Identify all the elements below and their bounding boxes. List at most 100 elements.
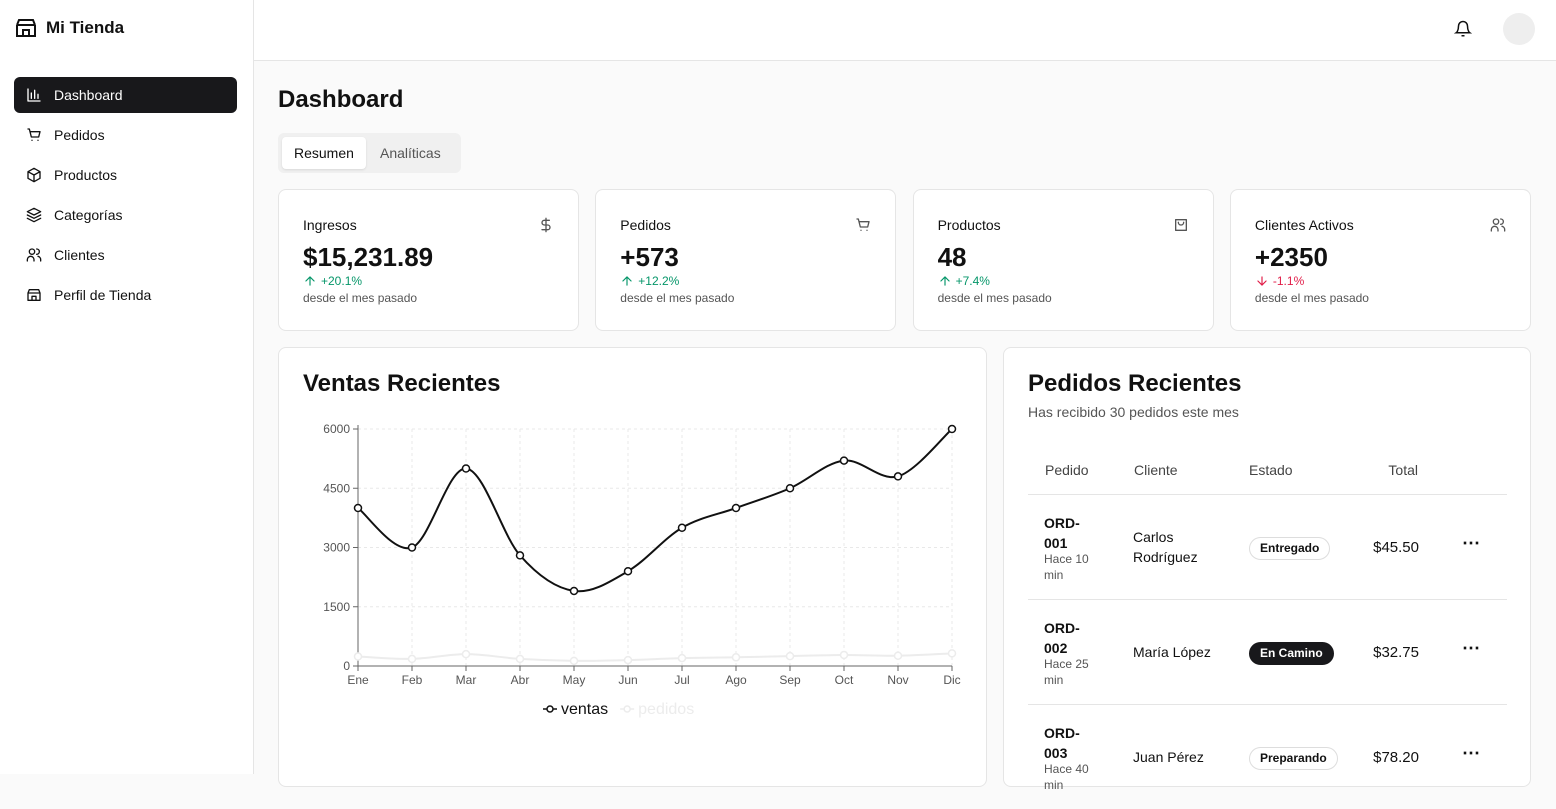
order-row: ORD-002 Hace 25 min María López En Camino $3… [1028, 599, 1507, 704]
brand-name: Mi Tienda [46, 18, 125, 37]
point [731, 503, 741, 513]
order-total: $32.75 [1373, 644, 1419, 661]
stat-card: Pedidos +573 +12.2% desde el mes pasado [595, 189, 897, 331]
orders-title: Pedidos Recientes [1028, 370, 1242, 397]
y-tick-label: 3000 [323, 541, 350, 555]
legend-label: pedidos [638, 701, 694, 718]
x-tick-label: Nov [887, 673, 908, 687]
order-row: ORD-001 Hace 10 min Carlos Rodríguez Entreg… [1028, 494, 1507, 599]
point [461, 464, 471, 473]
tab[interactable]: Analíticas [380, 145, 441, 161]
icon [856, 218, 870, 231]
stat-change: -1.1% [1255, 274, 1304, 288]
stat-card: Productos 48 +7.4% desde el mes pasado [912, 189, 1214, 331]
sales-title: Ventas Recientes [303, 370, 501, 397]
page: Mi Tienda Dashboard Pedidos Productos Categ… [0, 0, 1556, 792]
order-id: ORD-001 [1044, 515, 1080, 551]
line [357, 428, 953, 593]
y-tick-label: 6000 [323, 422, 350, 436]
nav-label: Perfil de Tienda [54, 287, 152, 303]
row-actions[interactable]: ⋯ [1462, 533, 1480, 553]
icon [27, 167, 41, 183]
tabs: Resumen Analíticas [278, 133, 461, 173]
x-tick-label: May [563, 673, 586, 687]
icon [27, 289, 41, 301]
order-time: Hace 10 min [1044, 552, 1089, 582]
nav-label: Productos [54, 167, 118, 183]
column-header: Total [1388, 462, 1418, 478]
stat-change-text: -1.1% [1272, 274, 1305, 288]
stat-value: 48 [937, 242, 967, 272]
point [947, 649, 957, 658]
order-total: $45.50 [1373, 539, 1419, 556]
x-tick-label: Mar [456, 673, 477, 687]
stat-card: Clientes Activos +2350 -1.1% desde el mes p… [1229, 189, 1531, 331]
orders-card: Pedidos Recientes Has recibido 30 pedido… [1003, 347, 1531, 792]
nav-item[interactable]: Productos [14, 157, 237, 193]
x-tick-label: Sep [779, 673, 801, 687]
avatar-button[interactable] [1503, 13, 1535, 45]
point [623, 566, 633, 576]
point [893, 472, 903, 481]
icon [27, 128, 41, 141]
nav-item[interactable]: Perfil de Tienda [14, 277, 237, 313]
y-tick-label: 0 [343, 659, 350, 673]
row-actions[interactable]: ⋯ [1462, 638, 1480, 658]
stat-change-text: +20.1% [321, 274, 363, 288]
order-row: ORD-003 Hace 40 min Juan Pérez Preparando $7… [1028, 704, 1507, 809]
stat-label: Clientes Activos [1254, 217, 1354, 233]
y-tick-label: 4500 [323, 481, 350, 495]
stat-note: desde el mes pasado [303, 291, 418, 305]
point [893, 651, 903, 660]
sales-chart: 0 1500 3000 4500 6000 Ene Feb Mar Abr May Jun Jul Ag… [323, 422, 960, 718]
nav-item[interactable]: Pedidos [14, 117, 237, 153]
x-tick-label: Jul [674, 673, 689, 687]
column-header: Pedido [1045, 462, 1089, 478]
point [677, 523, 687, 532]
order-id: ORD-003 [1044, 725, 1080, 761]
stat-change: +12.2% [620, 274, 679, 288]
notifications-button[interactable] [1454, 20, 1472, 38]
icon [1490, 218, 1506, 232]
legend-marker [546, 705, 554, 713]
stat-change-text: +7.4% [955, 274, 990, 288]
nav-item[interactable]: Categorías [14, 197, 237, 233]
point [353, 652, 363, 661]
stat-change: +7.4% [938, 274, 990, 288]
header [254, 0, 1556, 61]
icon [26, 248, 42, 262]
point [407, 543, 417, 552]
order-status: Entregado [1249, 537, 1331, 560]
brand: Mi Tienda [14, 16, 124, 40]
column-header: Cliente [1134, 462, 1178, 478]
icon [26, 207, 42, 223]
point [569, 656, 579, 666]
tab[interactable]: Resumen [282, 137, 366, 169]
stat-value: +573 [620, 242, 679, 272]
order-time: Hace 40 min [1044, 762, 1089, 792]
nav-item[interactable]: Dashboard [14, 77, 237, 113]
stat-note: desde el mes pasado [937, 291, 1052, 305]
column-header: Estado [1249, 462, 1293, 478]
point [461, 649, 471, 659]
page-title: Dashboard [278, 86, 404, 113]
y-tick-label: 1500 [323, 600, 350, 614]
x-tick-label: Jun [618, 673, 637, 687]
order-customer: María López [1133, 644, 1211, 660]
stat-note: desde el mes pasado [1254, 291, 1369, 305]
point [515, 551, 525, 560]
nav-label: Pedidos [54, 127, 105, 143]
point [839, 456, 849, 465]
sales-card: Ventas Recientes 0 1500 3000 4500 6000 Ene Feb… [278, 347, 987, 787]
icon [622, 276, 632, 286]
nav-label: Clientes [54, 247, 105, 263]
icon [305, 276, 315, 286]
stat-value: $15,231.89 [303, 242, 434, 272]
icon [541, 217, 551, 233]
x-tick-label: Ago [725, 673, 747, 687]
row-actions[interactable]: ⋯ [1462, 743, 1480, 763]
nav-item[interactable]: Clientes [14, 237, 237, 273]
point [569, 586, 579, 596]
sidebar: Mi Tienda Dashboard Pedidos Productos Categ… [0, 0, 254, 774]
point [353, 503, 363, 513]
